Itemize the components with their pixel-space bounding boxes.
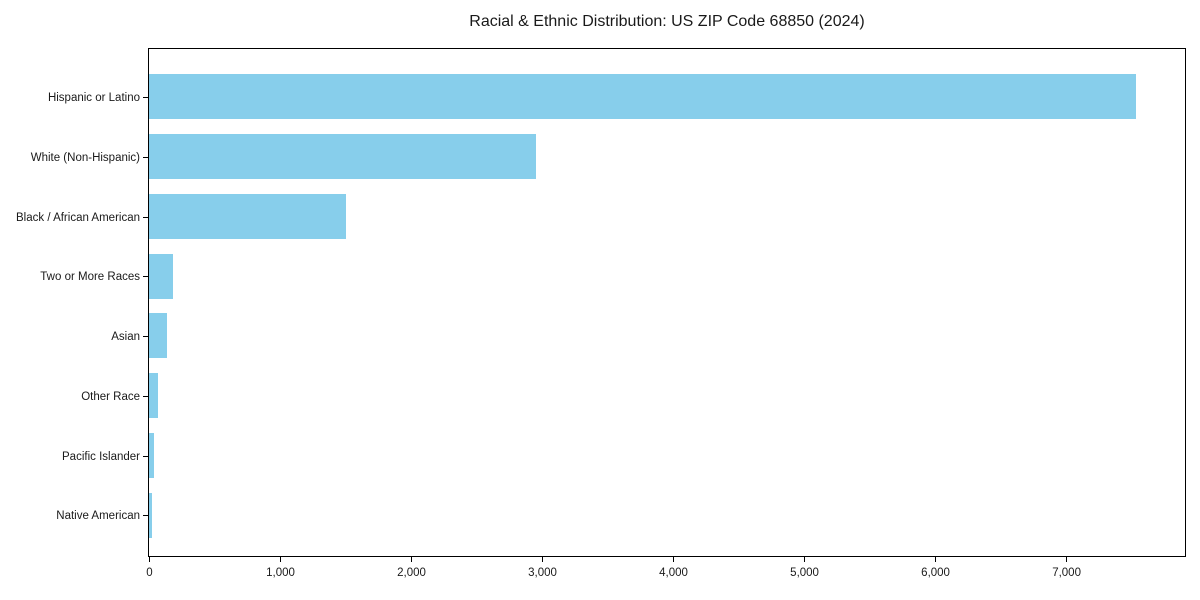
y-axis-label: Native American	[56, 509, 140, 522]
x-axis-tick	[803, 557, 806, 562]
x-tick-label: 1,000	[266, 567, 295, 579]
y-axis-label: White (Non-Hispanic)	[30, 151, 140, 164]
bar-pacific-islander	[149, 432, 154, 478]
x-axis-tick	[541, 557, 544, 562]
chart-title: Racial & Ethnic Distribution: US ZIP Cod…	[469, 13, 865, 30]
x-tick-label: 6,000	[921, 567, 950, 579]
x-axis-tick	[279, 557, 282, 562]
y-axis-tick	[143, 96, 148, 99]
y-axis-tick	[143, 156, 148, 159]
x-tick-label: 5,000	[790, 567, 819, 579]
bar-row	[149, 426, 1185, 486]
y-axis-label: Other Race	[81, 390, 140, 403]
bar-row	[149, 306, 1185, 366]
y-axis-label: Two or More Races	[40, 270, 140, 283]
bar-row	[149, 246, 1185, 306]
x-tick-label: 2,000	[397, 567, 426, 579]
bar-row	[149, 485, 1185, 545]
bar-row	[149, 366, 1185, 426]
y-axis-tick	[143, 395, 148, 398]
bar-two-or-more-races	[149, 253, 174, 299]
bar-row	[149, 67, 1185, 127]
x-axis-tick	[934, 557, 937, 562]
bar-black-african-american	[149, 193, 346, 239]
y-axis-label: Black / African American	[16, 211, 140, 224]
bar-row	[149, 187, 1185, 247]
bar-row	[149, 127, 1185, 187]
x-tick-label: 4,000	[659, 567, 688, 579]
bar-hispanic-or-latino	[149, 74, 1137, 120]
y-axis-tick	[143, 455, 148, 458]
y-axis-tick	[143, 275, 148, 278]
x-axis-tick	[1065, 557, 1068, 562]
plot-area	[148, 48, 1186, 557]
y-axis-label: Asian	[111, 330, 140, 343]
y-axis-label: Hispanic or Latino	[47, 91, 140, 104]
y-axis-tick	[143, 216, 148, 219]
x-axis-tick	[148, 557, 151, 562]
x-tick-label: 0	[146, 567, 153, 579]
bar-other-race	[149, 373, 159, 419]
x-axis-tick	[672, 557, 675, 562]
y-axis-tick	[143, 514, 148, 517]
y-axis-label: Pacific Islander	[62, 450, 140, 463]
x-tick-label: 3,000	[528, 567, 557, 579]
x-tick-label: 7,000	[1052, 567, 1081, 579]
y-axis-tick	[143, 335, 148, 338]
x-axis-tick	[410, 557, 413, 562]
bar-white-non-hispanic	[149, 134, 536, 180]
bar-asian	[149, 313, 168, 359]
bar-native-american	[149, 492, 152, 538]
